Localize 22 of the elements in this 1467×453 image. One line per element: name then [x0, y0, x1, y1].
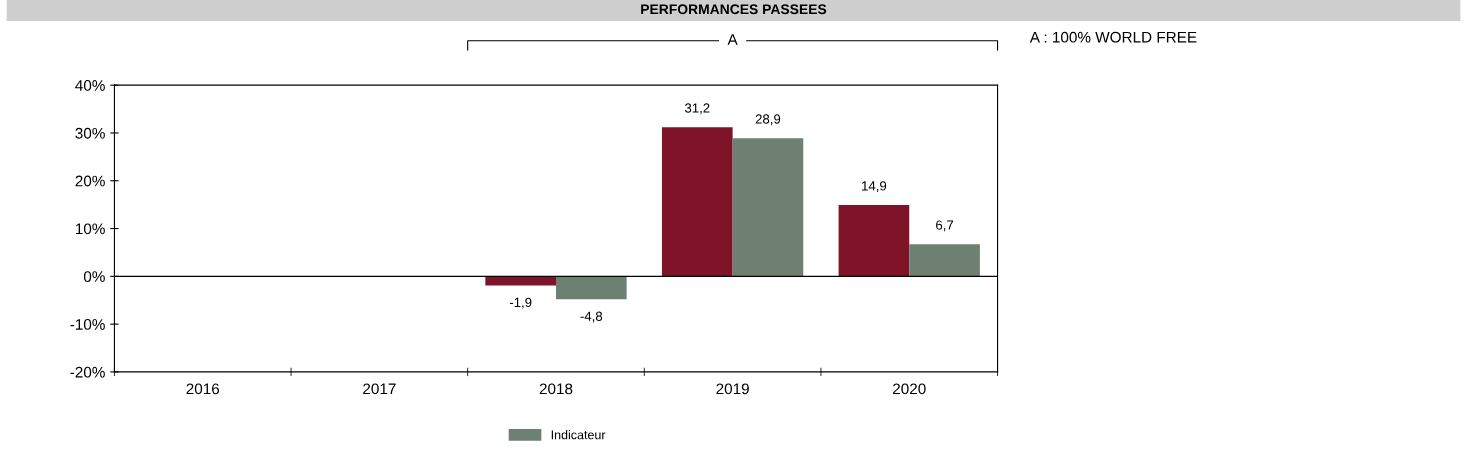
data-label: -4,8	[580, 311, 603, 323]
x-tick-label: 2017	[363, 383, 396, 395]
data-label: 6,7	[936, 220, 954, 232]
text: A : 100% WORLD FREE	[1029, 31, 1197, 43]
y-tick-label: 0%	[83, 271, 105, 283]
y-tick-label: 30%	[75, 127, 105, 139]
x-tick-label: 2018	[539, 383, 573, 395]
data-label: -1,9	[509, 297, 532, 309]
legend-label: Indicateur	[551, 430, 606, 440]
text: A	[727, 34, 738, 45]
data-label: 31,2	[684, 103, 710, 115]
y-tick-label: 10%	[75, 223, 105, 235]
data-label: 28,9	[755, 114, 781, 126]
x-tick-label: 2019	[716, 383, 749, 395]
data-label: 14,9	[862, 181, 887, 193]
y-tick-label: -20%	[70, 366, 105, 378]
x-tick-label: 2020	[893, 383, 926, 395]
y-tick-label: 40%	[75, 80, 105, 91]
y-tick-label: -10%	[70, 318, 105, 330]
chart-title: PERFORMANCES PASSEES	[641, 4, 827, 15]
y-tick-label: 20%	[75, 175, 105, 187]
x-tick-label: 2016	[186, 383, 220, 395]
